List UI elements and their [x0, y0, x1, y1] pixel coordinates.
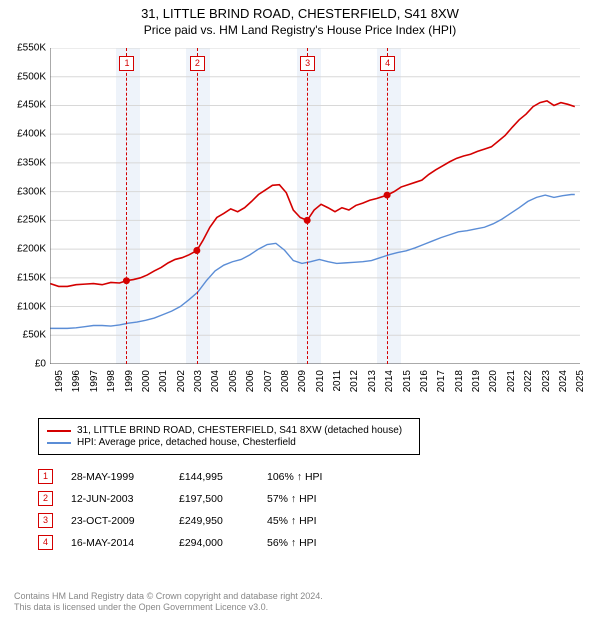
row-date: 28-MAY-1999 — [71, 471, 161, 483]
marker-vline — [307, 48, 308, 364]
series-hpi — [50, 195, 575, 329]
row-price: £197,500 — [179, 493, 249, 505]
x-tick-label: 2001 — [158, 370, 169, 392]
x-tick-label: 2004 — [210, 370, 221, 392]
row-pct: 106% ↑ HPI — [267, 471, 357, 483]
row-pct: 57% ↑ HPI — [267, 493, 357, 505]
marker-box: 4 — [380, 56, 395, 71]
table-row: 2 12-JUN-2003 £197,500 57% ↑ HPI — [38, 491, 357, 506]
chart-plot-area: 1 2 3 4 — [50, 48, 580, 364]
row-pct: 45% ↑ HPI — [267, 515, 357, 527]
x-tick-label: 2013 — [367, 370, 378, 392]
footer-text: Contains HM Land Registry data © Crown c… — [14, 591, 323, 614]
footer-line-2: This data is licensed under the Open Gov… — [14, 602, 323, 614]
x-tick-label: 2016 — [419, 370, 430, 392]
x-tick-label: 2024 — [558, 370, 569, 392]
x-tick-label: 2014 — [384, 370, 395, 392]
x-tick-label: 2018 — [454, 370, 465, 392]
row-date: 12-JUN-2003 — [71, 493, 161, 505]
row-pct: 56% ↑ HPI — [267, 537, 357, 549]
y-tick-label: £50K — [10, 330, 46, 341]
row-date: 16-MAY-2014 — [71, 537, 161, 549]
legend-swatch — [47, 442, 71, 444]
y-tick-label: £550K — [10, 43, 46, 54]
y-tick-label: £300K — [10, 186, 46, 197]
row-price: £294,000 — [179, 537, 249, 549]
x-tick-label: 1998 — [106, 370, 117, 392]
y-tick-label: £200K — [10, 244, 46, 255]
x-tick-label: 2015 — [402, 370, 413, 392]
x-tick-label: 2009 — [297, 370, 308, 392]
chart-title: 31, LITTLE BRIND ROAD, CHESTERFIELD, S41… — [0, 6, 600, 21]
marker-vline — [387, 48, 388, 364]
x-tick-label: 2010 — [315, 370, 326, 392]
x-tick-label: 1996 — [71, 370, 82, 392]
x-tick-label: 2005 — [228, 370, 239, 392]
marker-vline — [197, 48, 198, 364]
marker-box: 2 — [190, 56, 205, 71]
x-tick-label: 2025 — [575, 370, 586, 392]
y-tick-label: £450K — [10, 100, 46, 111]
y-tick-label: £0 — [10, 359, 46, 370]
x-tick-label: 2002 — [176, 370, 187, 392]
table-row: 4 16-MAY-2014 £294,000 56% ↑ HPI — [38, 535, 357, 550]
x-tick-label: 1999 — [124, 370, 135, 392]
series-prop — [50, 101, 575, 287]
footer-line-1: Contains HM Land Registry data © Crown c… — [14, 591, 323, 603]
row-index-box: 1 — [38, 469, 53, 484]
row-date: 23-OCT-2009 — [71, 515, 161, 527]
x-tick-label: 2011 — [332, 370, 343, 392]
y-tick-label: £100K — [10, 301, 46, 312]
legend: 31, LITTLE BRIND ROAD, CHESTERFIELD, S41… — [38, 418, 420, 455]
x-tick-label: 2012 — [349, 370, 360, 392]
x-tick-label: 2007 — [263, 370, 274, 392]
x-tick-label: 2023 — [541, 370, 552, 392]
row-price: £144,995 — [179, 471, 249, 483]
row-index-box: 3 — [38, 513, 53, 528]
table-row: 1 28-MAY-1999 £144,995 106% ↑ HPI — [38, 469, 357, 484]
x-tick-label: 2006 — [245, 370, 256, 392]
marker-vline — [126, 48, 127, 364]
legend-item: 31, LITTLE BRIND ROAD, CHESTERFIELD, S41… — [47, 425, 411, 436]
x-tick-label: 2017 — [436, 370, 447, 392]
transaction-table: 1 28-MAY-1999 £144,995 106% ↑ HPI 2 12-JUN-20… — [38, 462, 357, 557]
chart-svg — [50, 48, 580, 364]
x-tick-label: 2000 — [141, 370, 152, 392]
legend-label: 31, LITTLE BRIND ROAD, CHESTERFIELD, S41… — [77, 425, 402, 436]
y-tick-label: £400K — [10, 129, 46, 140]
x-tick-label: 2022 — [523, 370, 534, 392]
x-tick-label: 1997 — [89, 370, 100, 392]
x-tick-label: 2003 — [193, 370, 204, 392]
x-tick-label: 2019 — [471, 370, 482, 392]
x-tick-label: 2021 — [506, 370, 517, 392]
table-row: 3 23-OCT-2009 £249,950 45% ↑ HPI — [38, 513, 357, 528]
marker-box: 3 — [300, 56, 315, 71]
legend-item: HPI: Average price, detached house, Ches… — [47, 437, 411, 448]
marker-box: 1 — [119, 56, 134, 71]
x-tick-label: 2008 — [280, 370, 291, 392]
x-tick-label: 1995 — [54, 370, 65, 392]
row-index-box: 4 — [38, 535, 53, 550]
y-tick-label: £500K — [10, 71, 46, 82]
row-index-box: 2 — [38, 491, 53, 506]
x-tick-label: 2020 — [488, 370, 499, 392]
y-tick-label: £150K — [10, 272, 46, 283]
y-tick-label: £350K — [10, 157, 46, 168]
y-tick-label: £250K — [10, 215, 46, 226]
legend-swatch — [47, 430, 71, 432]
legend-label: HPI: Average price, detached house, Ches… — [77, 437, 296, 448]
chart-subtitle: Price paid vs. HM Land Registry's House … — [0, 23, 600, 37]
row-price: £249,950 — [179, 515, 249, 527]
